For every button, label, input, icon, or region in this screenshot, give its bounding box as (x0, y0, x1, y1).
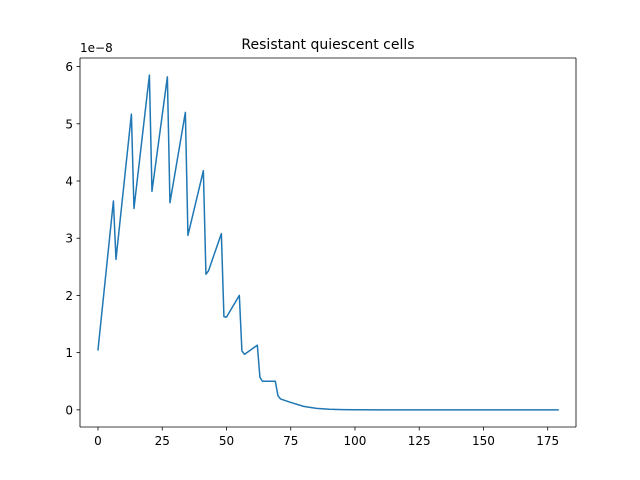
series-line-0 (97, 74, 559, 411)
y-offset-label: 1e−8 (80, 41, 113, 55)
y-tick-label: 4 (65, 175, 73, 189)
axes: 0 25 50 75 100 125 150 175 0 1 2 3 4 5 6 (65, 57, 577, 448)
y-tick-label: 1 (65, 346, 73, 360)
x-tick-label: 100 (344, 434, 367, 448)
y-tick-label: 3 (65, 232, 73, 246)
x-tick-label: 175 (536, 434, 559, 448)
x-tick-label: 150 (472, 434, 495, 448)
y-tick-label: 5 (65, 117, 73, 131)
x-tick-label: 0 (94, 434, 102, 448)
x-tick-label: 125 (408, 434, 431, 448)
y-tick-label: 0 (65, 403, 73, 417)
chart-title: Resistant quiescent cells (241, 37, 414, 53)
y-tick-label: 6 (65, 60, 73, 74)
x-tick-label: 25 (155, 434, 170, 448)
y-tick-label: 2 (65, 289, 73, 303)
x-tick-label: 75 (283, 434, 298, 448)
x-tick-label: 50 (219, 434, 234, 448)
